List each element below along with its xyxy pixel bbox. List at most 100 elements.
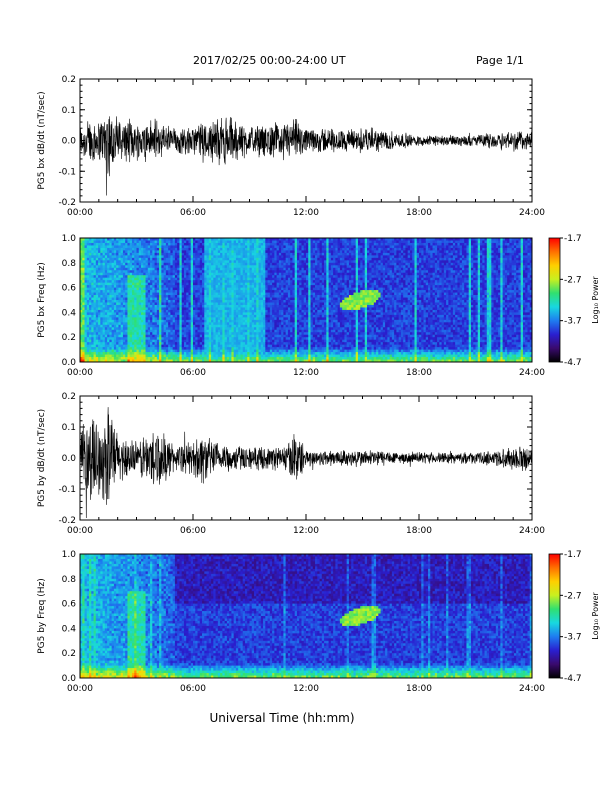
- spectrogram-cell: [143, 307, 146, 311]
- spectrogram-cell: [102, 314, 106, 318]
- spectrogram-cell: [145, 255, 149, 259]
- spectrogram-cell: [80, 344, 83, 348]
- spectrogram-cell: [145, 354, 149, 358]
- spectrogram-cell: [84, 282, 88, 286]
- spectrogram-cell: [118, 285, 122, 288]
- spectrogram-cell: [145, 314, 149, 318]
- spectrogram-cell: [118, 260, 122, 264]
- spectrogram-cell: [95, 265, 99, 269]
- spectrogram-cell: [138, 314, 142, 318]
- spectrogram-cell: [102, 334, 106, 338]
- spectrogram-cell: [113, 319, 117, 323]
- spectrogram-cell: [118, 339, 122, 343]
- spectrogram-cell: [80, 357, 83, 360]
- spectrogram-cell: [150, 319, 153, 323]
- spectrogram-cell: [136, 347, 140, 350]
- spectrogram-cell: [143, 262, 146, 266]
- spectrogram-cell: [154, 309, 158, 313]
- spectrogram-cell: [127, 247, 131, 251]
- spectrogram-cell: [152, 270, 155, 274]
- spectrogram-cell: [154, 344, 158, 348]
- spectrogram-cell: [147, 275, 151, 279]
- spectrogram-cell: [154, 242, 158, 246]
- spectrogram-cell: [134, 295, 137, 298]
- spectrogram-cell: [125, 319, 128, 323]
- spectrogram-cell: [150, 280, 153, 284]
- spectrogram-cell: [145, 270, 149, 274]
- spectrogram-cell: [125, 255, 128, 259]
- spectrogram-cell: [113, 347, 117, 350]
- spectrogram-cell: [143, 349, 146, 353]
- spectrogram-cell: [93, 324, 97, 328]
- y-tick-label: 0.6: [62, 284, 77, 294]
- spectrogram-cell: [125, 332, 128, 336]
- spectrogram-cell: [95, 322, 99, 326]
- spectrogram-cell: [122, 295, 126, 298]
- spectrogram-cell: [102, 252, 106, 256]
- spectrogram-cell: [143, 342, 146, 346]
- spectrogram-cell: [152, 292, 155, 296]
- spectrogram-cell: [120, 250, 124, 254]
- spectrogram-cell: [82, 285, 85, 288]
- spectrogram-cell: [120, 262, 124, 266]
- spectrogram-cell: [143, 304, 146, 308]
- spectrogram-cell: [98, 267, 101, 271]
- spectrogram-cell: [82, 297, 85, 301]
- spectrogram-cell: [147, 327, 151, 331]
- spectrogram-cell: [91, 312, 94, 316]
- spectrogram-cell: [134, 275, 137, 279]
- spectrogram-cell: [113, 312, 117, 316]
- spectrogram-cell: [147, 240, 151, 244]
- spectrogram-cell: [129, 339, 133, 343]
- spectrogram-cell: [145, 240, 149, 244]
- spectrogram-cell: [84, 292, 88, 296]
- spectrogram-cell: [98, 242, 101, 246]
- spectrogram-cell: [143, 285, 146, 288]
- spectrogram-cell: [93, 307, 97, 311]
- spectrogram-cell: [95, 337, 99, 341]
- spectrogram-cell: [104, 342, 108, 346]
- spectrogram-cell: [143, 332, 146, 336]
- spectrogram-cell: [82, 300, 85, 303]
- spectrogram-cell: [95, 329, 99, 333]
- spectrogram-cell: [152, 255, 155, 259]
- spectrogram-cell: [141, 257, 144, 261]
- spectrogram-cell: [147, 354, 151, 358]
- spectrogram-cell: [134, 260, 137, 264]
- spectrogram-cell: [138, 260, 142, 264]
- spectrogram-cell: [134, 314, 137, 318]
- spectrogram-cell: [95, 304, 99, 308]
- spectrogram-cell: [111, 319, 115, 323]
- spectrogram-cell: [125, 282, 128, 286]
- spectrogram-cell: [118, 250, 122, 254]
- spectrogram-cell: [120, 277, 124, 281]
- spectrogram-cell: [131, 357, 135, 360]
- spectrogram-cell: [138, 304, 142, 308]
- spectrogram-cell: [122, 357, 126, 360]
- spectrogram-cell: [129, 297, 133, 301]
- spectrogram-cell: [82, 322, 85, 326]
- spectrogram-cell: [150, 267, 153, 271]
- spectrogram-cell: [129, 349, 133, 353]
- spectrogram-cell: [134, 238, 137, 241]
- spectrogram-cell: [80, 297, 83, 301]
- spectrogram-cell: [141, 302, 144, 306]
- spectrogram-cell: [134, 272, 137, 276]
- spectrogram-cell: [98, 262, 101, 266]
- spectrogram-cell: [134, 312, 137, 316]
- spectrogram-cell: [98, 272, 101, 276]
- spectrogram-cell: [84, 260, 88, 264]
- spectrogram-cell: [145, 275, 149, 279]
- spectrogram-cell: [109, 319, 113, 323]
- spectrogram-cell: [98, 290, 101, 293]
- spectrogram-cell: [127, 302, 131, 306]
- spectrogram-cell: [134, 242, 137, 246]
- spectrogram-cell: [129, 262, 133, 266]
- spectrogram-cell: [134, 354, 137, 358]
- spectrogram-cell: [141, 242, 144, 246]
- spectrogram-cell: [91, 260, 94, 264]
- spectrogram-cell: [131, 354, 135, 358]
- spectrogram-cell: [91, 309, 94, 313]
- spectrogram-cell: [141, 357, 144, 360]
- spectrogram-cell: [86, 312, 90, 316]
